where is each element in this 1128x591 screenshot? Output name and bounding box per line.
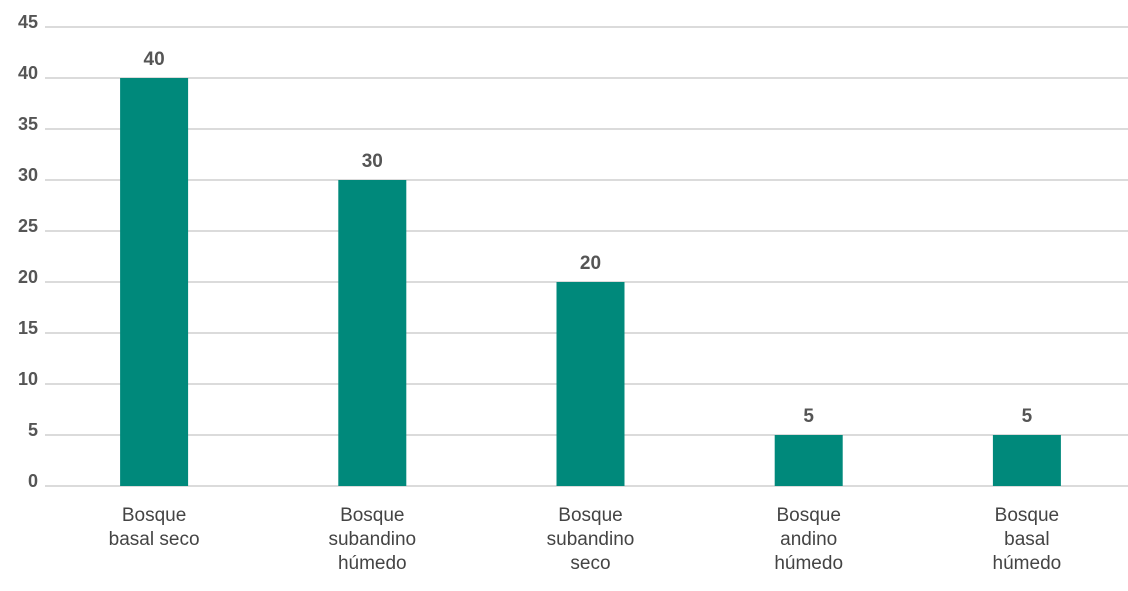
y-tick-label: 25 [18, 216, 38, 236]
y-tick-label: 0 [28, 471, 38, 491]
x-tick-label: Bosque subandino húmedo [328, 505, 417, 574]
y-tick-label: 20 [18, 267, 38, 287]
y-tick-label: 30 [18, 165, 38, 185]
value-label: 5 [803, 406, 814, 427]
value-label: 40 [144, 49, 165, 70]
value-label: 30 [362, 151, 383, 172]
bar [556, 282, 625, 486]
y-tick-label: 10 [18, 369, 38, 389]
x-tick-label: Bosque subandino seco [546, 505, 635, 574]
bar [992, 435, 1061, 486]
y-tick-label: 40 [18, 63, 38, 83]
value-label: 20 [580, 253, 601, 274]
y-tick-label: 45 [18, 12, 38, 32]
y-tick-label: 35 [18, 114, 38, 134]
x-tick-label: Bosque andino húmedo [774, 505, 844, 574]
bar [774, 435, 843, 486]
bar [338, 180, 407, 486]
x-tick-label: Bosque basal seco [108, 505, 200, 550]
value-label: 5 [1022, 406, 1033, 427]
bar [120, 78, 189, 486]
y-tick-label: 5 [28, 420, 38, 440]
x-tick-label: Bosque basal húmedo [992, 505, 1062, 574]
y-tick-label: 15 [18, 318, 38, 338]
